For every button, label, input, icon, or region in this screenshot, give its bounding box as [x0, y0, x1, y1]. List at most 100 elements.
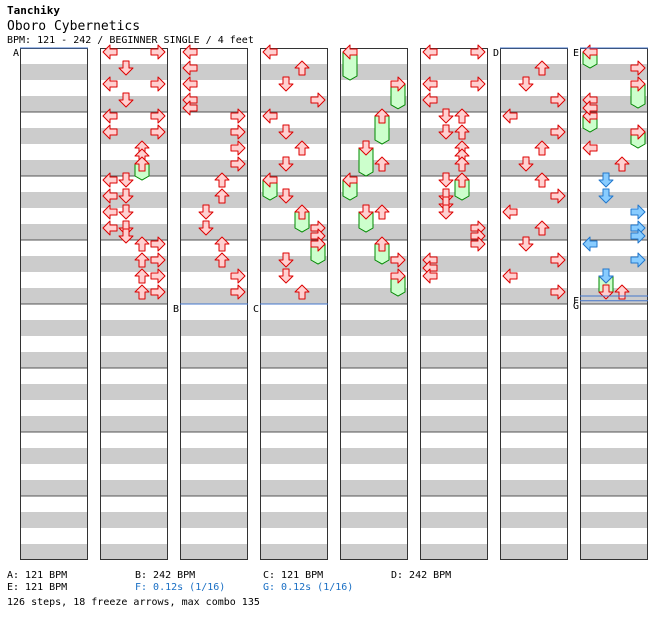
step-arrow-right [550, 92, 566, 108]
step-arrow-right [150, 44, 166, 60]
beat-stripe [260, 320, 328, 336]
step-arrow-up [374, 156, 390, 172]
beat-stripe [420, 544, 488, 560]
legend-d: D: 242 BPM [391, 570, 452, 581]
step-arrow-down [198, 204, 214, 220]
step-arrow-right [230, 124, 246, 140]
step-arrow-left [502, 204, 518, 220]
beat-stripe [100, 512, 168, 528]
beat-stripe [420, 416, 488, 432]
beat-stripe [420, 320, 488, 336]
step-arrow-down [518, 236, 534, 252]
step-arrow-right [230, 108, 246, 124]
beat-stripe [100, 416, 168, 432]
step-arrow-left [102, 124, 118, 140]
step-arrow-right [150, 268, 166, 284]
beat-stripe [340, 384, 408, 400]
beat-stripe [500, 544, 568, 560]
step-arrow-right [470, 76, 486, 92]
beat-stripe [180, 256, 248, 272]
step-arrow-up [534, 140, 550, 156]
shock-arrow-down [598, 188, 614, 204]
beat-stripe [340, 416, 408, 432]
beat-stripe [500, 512, 568, 528]
step-arrow-up [534, 172, 550, 188]
step-arrow-up [134, 252, 150, 268]
beat-stripe [20, 192, 88, 208]
chart-info: BPM: 121 - 242 / BEGINNER SINGLE / 4 fee… [7, 35, 254, 46]
step-arrow-down [118, 172, 134, 188]
beat-stripe [420, 384, 488, 400]
beat-stripe [20, 320, 88, 336]
step-arrow-up [134, 156, 150, 172]
step-arrow-right [310, 236, 326, 252]
step-arrow-left [102, 76, 118, 92]
freeze-head-arrow [358, 204, 374, 220]
beat-stripe [500, 160, 568, 176]
step-arrow-up [214, 236, 230, 252]
beat-stripe [580, 544, 648, 560]
step-arrow-left [102, 108, 118, 124]
step-arrow-down [278, 76, 294, 92]
beat-stripe [500, 64, 568, 80]
step-arrow-up [294, 140, 310, 156]
beat-stripe [340, 160, 408, 176]
beat-stripe [580, 192, 648, 208]
beat-stripe [20, 160, 88, 176]
step-arrow-right [310, 92, 326, 108]
step-arrow-up [534, 60, 550, 76]
beat-stripe [420, 448, 488, 464]
shock-arrow-right [630, 252, 646, 268]
artist-name: Tanchiky [7, 4, 60, 17]
step-chart: A B C D E FG [13, 44, 648, 560]
marker-label: F [573, 296, 579, 307]
step-arrow-right [230, 284, 246, 300]
beat-stripe [100, 96, 168, 112]
step-arrow-right [150, 76, 166, 92]
beat-stripe [20, 224, 88, 240]
beat-stripe [20, 288, 88, 304]
beat-stripe [420, 128, 488, 144]
freeze-head-arrow [262, 172, 278, 188]
step-arrow-down [278, 188, 294, 204]
beat-stripe [340, 128, 408, 144]
step-arrow-up [294, 60, 310, 76]
step-arrow-right [550, 188, 566, 204]
beat-stripe [580, 416, 648, 432]
freeze-head-arrow [294, 204, 310, 220]
beat-stripe [340, 544, 408, 560]
legend-a: A: 121 BPM [7, 570, 68, 581]
step-arrow-right [390, 252, 406, 268]
step-arrow-left [422, 44, 438, 60]
beat-stripe [100, 64, 168, 80]
step-arrow-down [118, 60, 134, 76]
beat-stripe [180, 544, 248, 560]
step-arrow-up [214, 188, 230, 204]
step-arrow-right [150, 236, 166, 252]
marker-label: A [13, 48, 19, 59]
marker-label: E [573, 48, 579, 59]
step-arrow-left [102, 188, 118, 204]
legend-c: C: 121 BPM [263, 570, 324, 581]
step-arrow-down [278, 156, 294, 172]
beat-stripe [180, 480, 248, 496]
step-arrow-down [518, 156, 534, 172]
freeze-head-arrow [374, 108, 390, 124]
beat-stripe [20, 480, 88, 496]
beat-stripe [260, 128, 328, 144]
beat-stripe [260, 160, 328, 176]
beat-stripe [340, 352, 408, 368]
beat-stripe [500, 448, 568, 464]
freeze-head-arrow [390, 268, 406, 284]
beat-stripe [20, 96, 88, 112]
step-arrow-up [454, 124, 470, 140]
shock-arrow-left [582, 236, 598, 252]
beat-stripe [100, 384, 168, 400]
beat-stripe [20, 128, 88, 144]
step-arrow-right [550, 252, 566, 268]
beat-stripe [100, 448, 168, 464]
step-arrow-left [262, 108, 278, 124]
step-arrow-left [102, 220, 118, 236]
step-arrow-down [438, 204, 454, 220]
column-border [100, 48, 168, 560]
